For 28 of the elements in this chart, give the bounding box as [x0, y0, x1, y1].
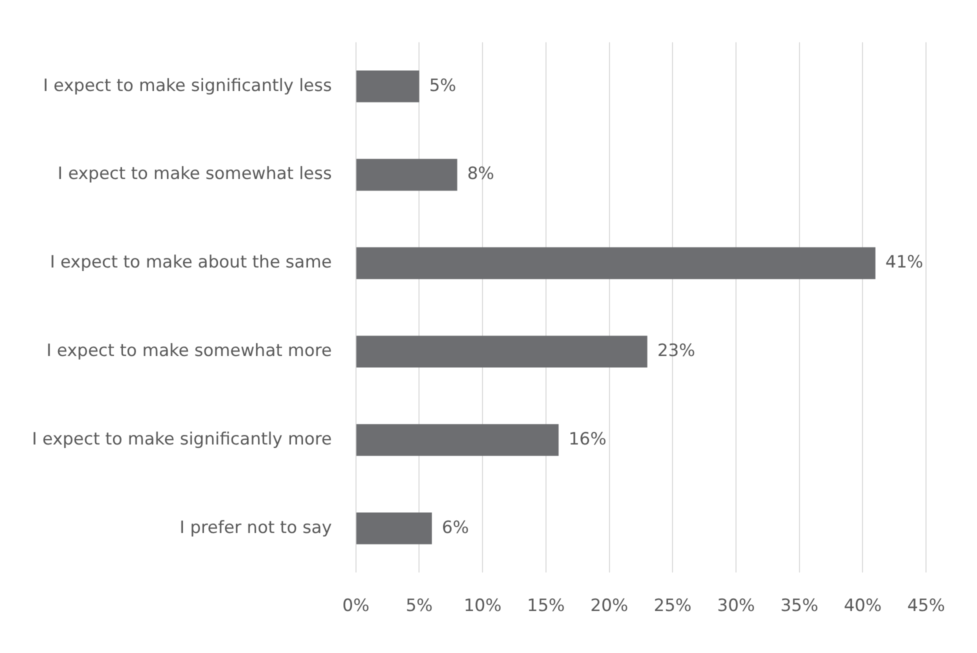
data-label: 5% [429, 76, 456, 96]
data-label: 6% [442, 518, 469, 538]
x-tick-label: 15% [527, 596, 565, 616]
data-label: 8% [467, 164, 494, 184]
x-tick-label: 25% [654, 596, 692, 616]
bar [356, 247, 876, 280]
y-tick-label: I expect to make significantly more [32, 429, 332, 450]
x-tick-label: 20% [590, 596, 628, 616]
x-tick-label: 40% [844, 596, 882, 616]
bar [356, 336, 648, 368]
x-tick-label: 10% [464, 596, 502, 616]
y-tick-label: I expect to make somewhat less [58, 164, 332, 184]
y-tick-label: I expect to make about the same [50, 252, 332, 273]
x-tick-label: 5% [406, 596, 433, 616]
x-tick-label: 45% [907, 596, 946, 616]
data-label: 16% [568, 429, 606, 450]
x-tick-label: 0% [342, 596, 370, 616]
bar [356, 70, 420, 102]
y-tick-label: I expect to make somewhat more [46, 341, 332, 362]
bar [356, 158, 458, 191]
data-label: 41% [885, 252, 924, 273]
y-tick-label: I expect to make significantly less [43, 76, 332, 96]
data-label: 23% [657, 341, 696, 362]
x-tick-label: 30% [717, 596, 755, 616]
bar [356, 512, 432, 544]
x-tick-label: 35% [780, 596, 818, 616]
bar [356, 424, 559, 456]
y-tick-label: I prefer not to say [180, 518, 332, 538]
